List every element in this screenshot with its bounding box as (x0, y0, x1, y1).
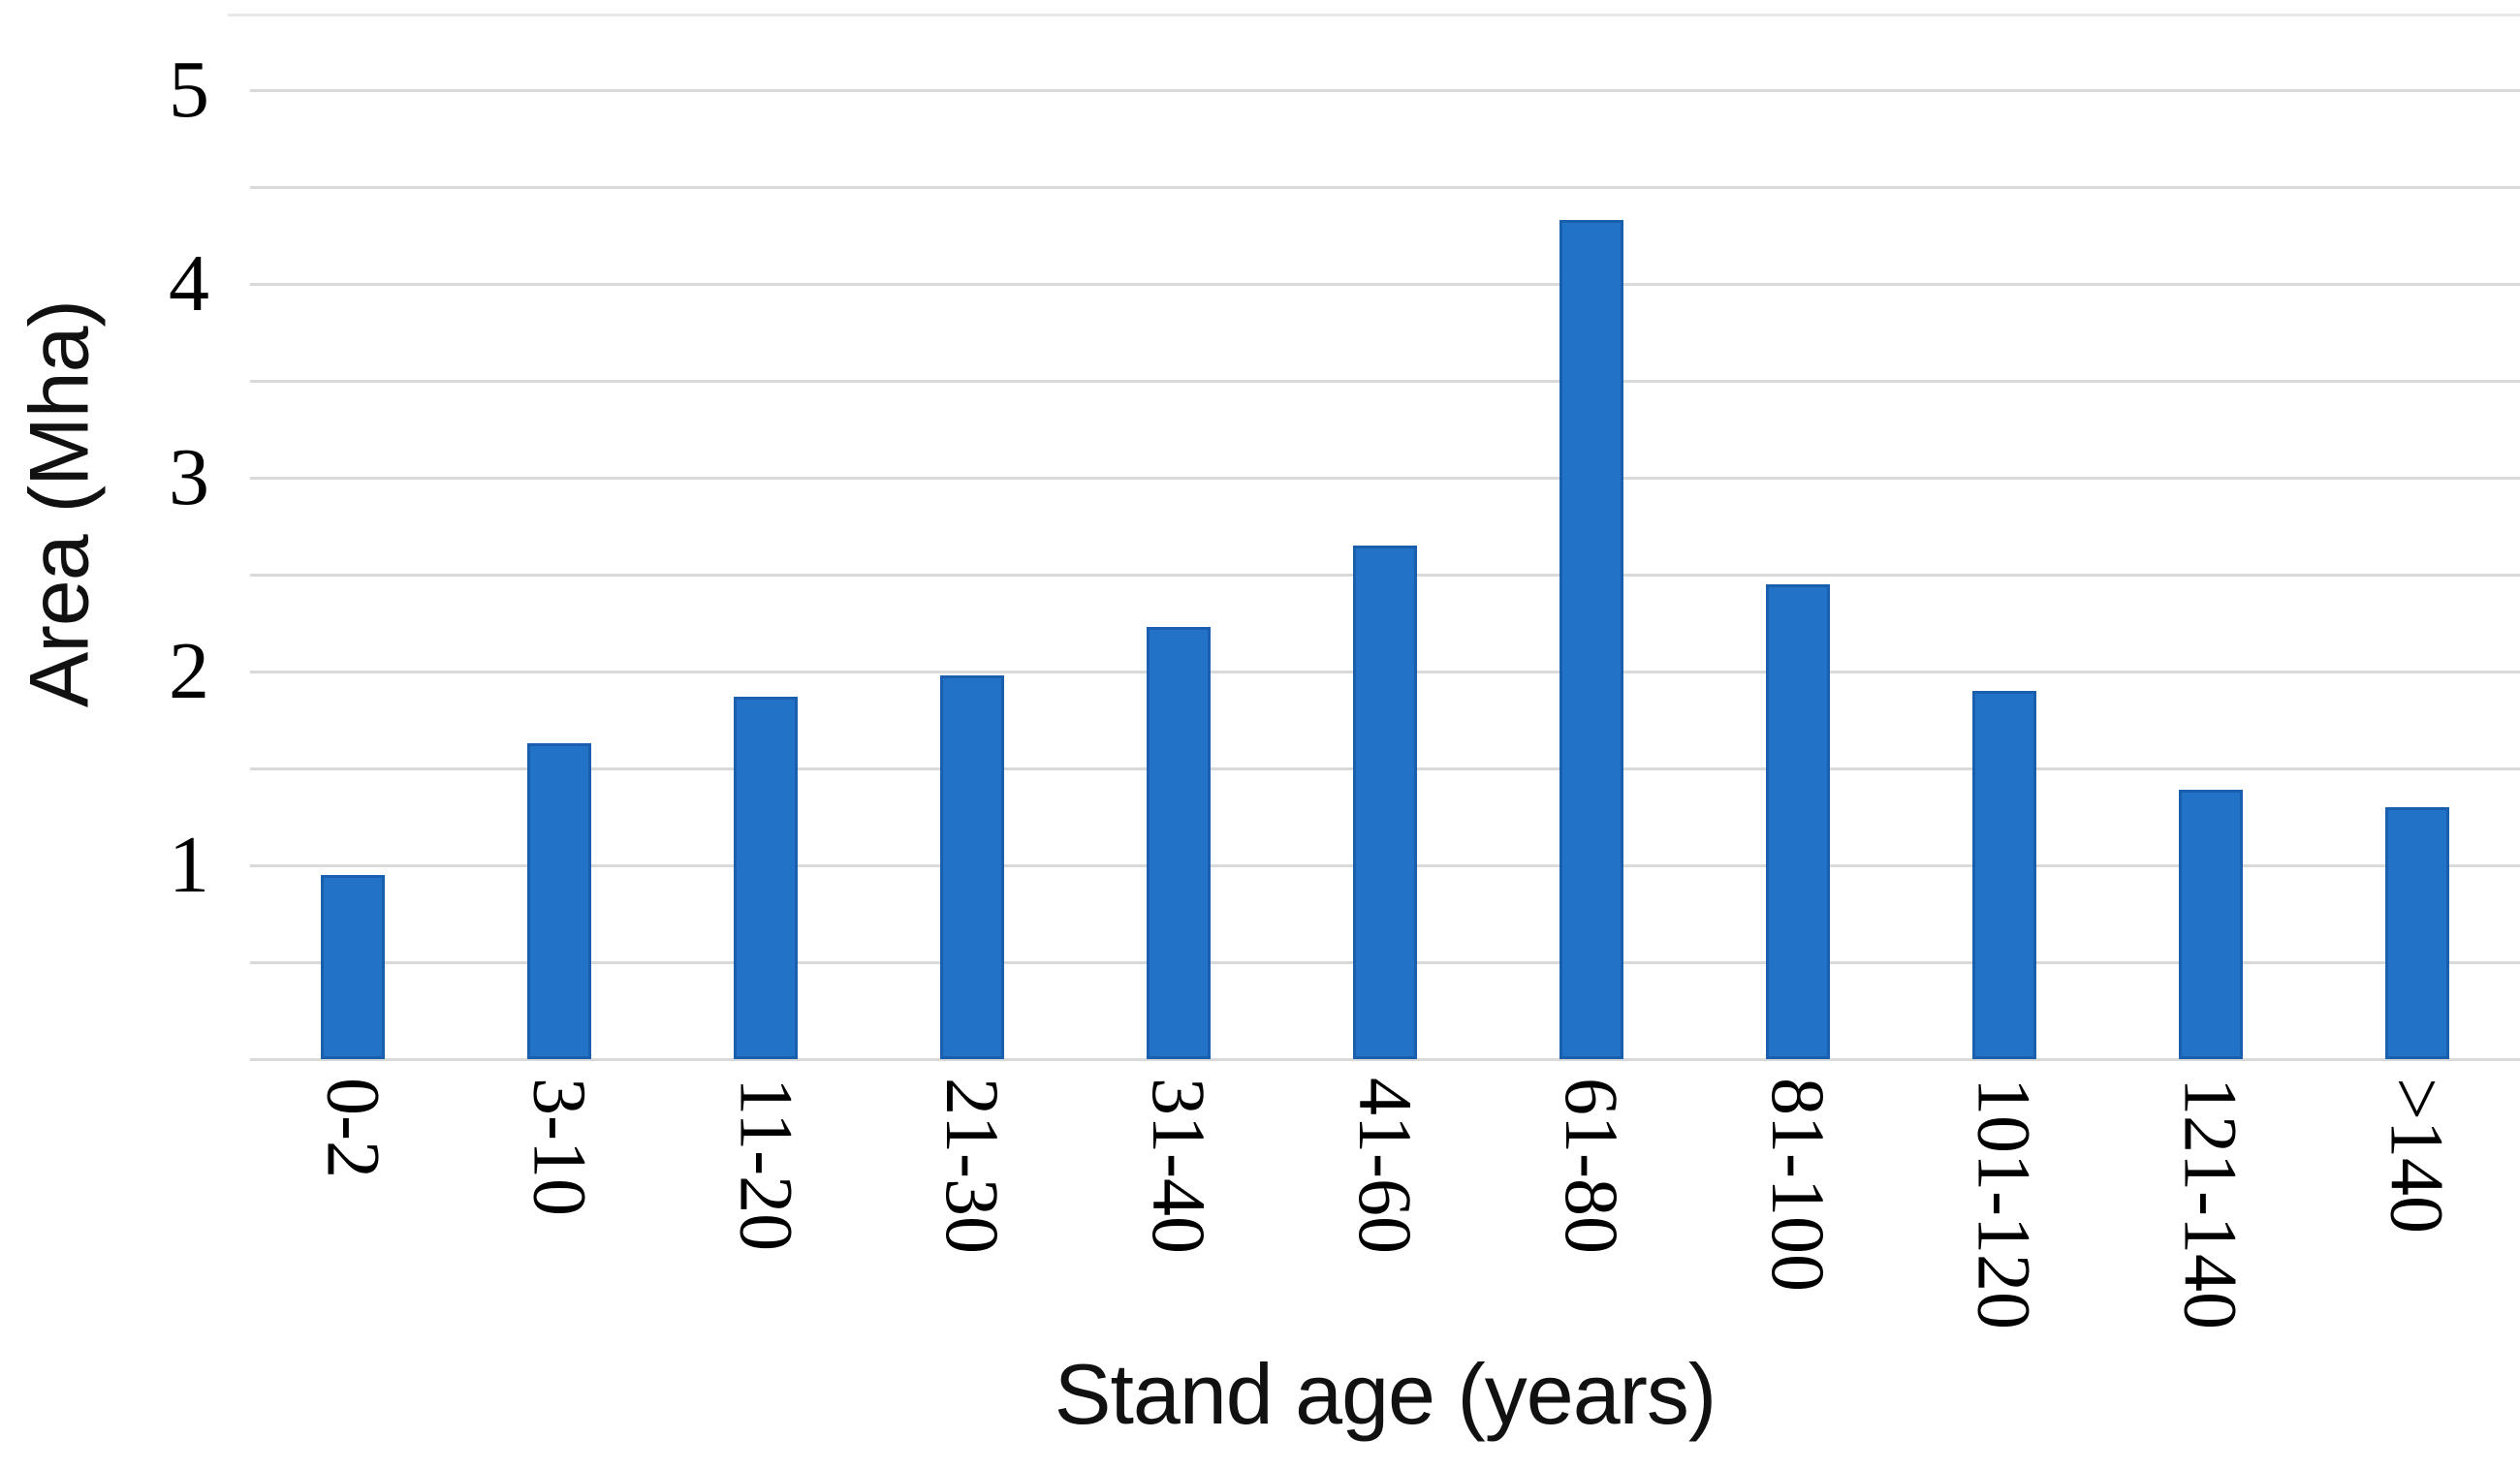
bar-21-30 (940, 675, 1005, 1059)
gridline (250, 380, 2520, 383)
x-tick-label: 31-40 (1137, 1078, 1222, 1254)
y-tick-label: 5 (169, 45, 209, 135)
bar-0-2 (321, 875, 386, 1059)
y-tick-label: 4 (169, 238, 209, 328)
gridline (250, 283, 2520, 286)
plot-area-top-border (228, 14, 2520, 16)
x-tick-label: 3-10 (518, 1078, 603, 1216)
bar-101-120 (1971, 691, 2036, 1059)
x-tick-label: >140 (2375, 1078, 2460, 1234)
gridline (250, 89, 2520, 92)
gridline (250, 186, 2520, 189)
x-tick-label: 101-120 (1962, 1078, 2047, 1329)
y-tick-label: 3 (169, 432, 209, 522)
bar-81-100 (1765, 584, 1830, 1059)
bar-11-20 (734, 697, 799, 1059)
x-axis-line (250, 1058, 2520, 1061)
bar-61-80 (1559, 220, 1623, 1059)
x-axis-title: Stand age (years) (1054, 1346, 1717, 1442)
bar->140 (2384, 807, 2449, 1059)
y-tick-label: 1 (169, 820, 209, 910)
bar-31-40 (1147, 627, 1212, 1059)
x-tick-label: 81-100 (1755, 1078, 1841, 1292)
bar-121-140 (2178, 790, 2243, 1059)
bar-3-10 (527, 743, 592, 1059)
x-tick-label: 121-140 (2168, 1078, 2253, 1329)
y-tick-label: 2 (169, 626, 209, 716)
x-tick-label: 41-60 (1343, 1078, 1428, 1254)
x-tick-label: 21-30 (930, 1078, 1016, 1254)
x-tick-label: 0-2 (311, 1078, 396, 1178)
y-axis-title: Area (Mha) (13, 299, 107, 708)
x-tick-label: 61-80 (1549, 1078, 1634, 1254)
gridline (250, 477, 2520, 480)
bar-41-60 (1353, 546, 1417, 1059)
x-tick-label: 11-20 (724, 1078, 809, 1252)
